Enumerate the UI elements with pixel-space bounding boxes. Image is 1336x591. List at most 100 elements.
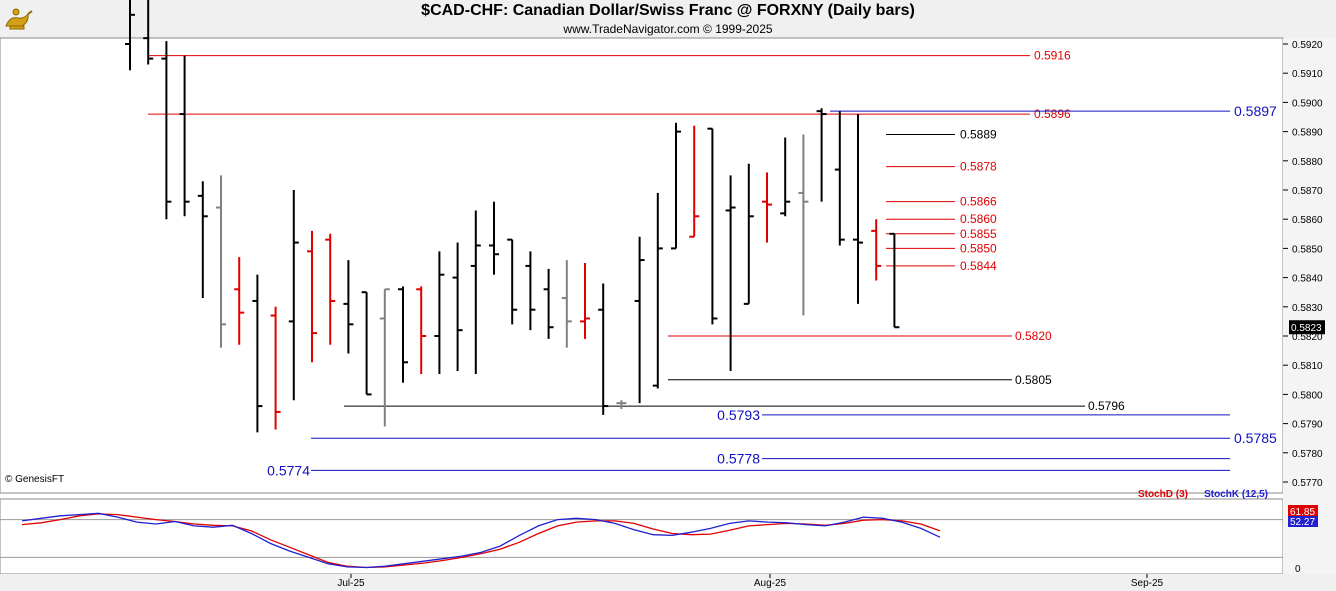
level-label: 0.5850 [960,241,997,255]
ohlc-bar [470,210,481,374]
ohlc-bar [871,219,882,281]
ohlc-bar [525,251,536,331]
credit-text: © GenesisFT [5,474,65,485]
genie-lamp-logo-icon [2,2,34,39]
level-label: 0.5897 [1234,103,1277,119]
ohlc-bar [197,181,208,299]
y-tick-label: 0.5830 [1292,303,1323,314]
y-tick-label: 0.5820 [1292,332,1323,343]
ohlc-bar [216,175,226,348]
ohlc-bar [234,257,245,345]
last-price-box [1289,320,1325,335]
ohlc-bar [689,125,700,238]
level-label: 0.5778 [717,451,760,467]
legend-stochd: StochD (3) [1138,489,1188,500]
level-label: 0.5860 [960,212,997,226]
y-tick-label: 0.5860 [1292,215,1323,226]
axis-background [1283,38,1336,574]
ohlc-bar [343,260,354,354]
ohlc-bar [762,172,772,243]
ohlc-bar [707,127,718,325]
chart-title: $CAD-CHF: Canadian Dollar/Swiss Franc @ … [421,2,915,19]
ohlc-bar [561,260,572,348]
level-label: 0.5820 [1015,329,1052,343]
stochd-value-box [1288,505,1318,517]
ohlc-bar [853,114,863,304]
ohlc-bar [379,288,390,427]
stochk-value: 52.27 [1290,517,1315,528]
ohlc-bar [743,163,754,305]
last-price-label: 0.5823 [1291,323,1322,334]
level-label: 0.5878 [960,160,997,174]
ohlc-bar [634,236,645,404]
y-tick-label: 0.5920 [1292,40,1323,51]
stoch-series-line [21,512,941,569]
ohlc-bar [798,134,809,316]
ohlc-bar [125,0,135,71]
ohlc-bar [288,190,299,401]
ohlc-bar [889,232,900,329]
y-tick-label: 0.5880 [1292,157,1323,168]
price-grid [0,37,1336,575]
y-tick-label: 0.5850 [1292,244,1323,255]
ohlc-bar [252,274,263,433]
price-plot-area [0,37,1284,494]
stochastic-plot-area [0,498,1284,575]
stochd-value: 61.85 [1290,507,1315,518]
ohlc-bar [598,283,609,415]
x-axis-background [0,574,1336,591]
ohlc-bar [834,111,845,246]
legend-stochk: StochK (12,5) [1204,489,1268,500]
chart-header [0,0,1336,38]
ohlc-bar [270,306,281,430]
ohlc-bar [652,192,663,389]
level-label: 0.5793 [717,407,760,423]
level-label: 0.5796 [1088,399,1125,413]
level-label: 0.5896 [1034,107,1071,121]
price-bars [125,0,900,433]
ohlc-bar [507,238,518,325]
ohlc-bar [616,400,627,409]
level-label: 0.5866 [960,195,997,209]
ohlc-bar [671,122,681,250]
stochk-value-box [1288,516,1318,527]
ohlc-bar [780,137,791,217]
y-tick-label: 0.5800 [1292,390,1323,401]
stoch-y-tick-label: 0 [1295,564,1301,575]
ohlc-bar [489,201,499,275]
ohlc-bar [143,0,154,65]
y-tick-label: 0.5770 [1292,478,1323,489]
y-tick-label: 0.5870 [1292,186,1323,197]
level-label: 0.5785 [1234,430,1277,446]
ohlc-bar [580,263,590,339]
y-tick-label: 0.5890 [1292,128,1323,139]
ohlc-bar [361,291,372,396]
ohlc-bar [307,230,317,363]
x-tick-label: Jul-25 [337,578,365,589]
ohlc-bar [179,55,190,217]
y-tick-label: 0.5810 [1292,361,1323,372]
chart-subtitle: www.TradeNavigator.com © 1999-2025 [563,22,773,36]
level-label: 0.5855 [960,227,997,241]
ohlc-bar [398,286,408,383]
level-label: 0.5805 [1015,373,1052,387]
level-label: 0.5916 [1034,49,1071,63]
x-tick-label: Aug-25 [754,578,787,589]
y-tick-label: 0.5840 [1292,274,1323,285]
ohlc-bar [725,175,736,372]
y-tick-label: 0.5910 [1292,69,1323,80]
ohlc-bar [325,233,336,345]
y-tick-label: 0.5900 [1292,98,1323,109]
level-label: 0.5844 [960,259,997,273]
level-lines: 0.5916 0.5896 0.5897 0.5889 0.5878 0.5866 0.58… [148,49,1277,478]
ohlc-bar [816,108,827,202]
price-axis: 0.5920 0.5910 0.5900 0.5890 0.5880 0.5870 0.58… [1283,40,1325,489]
level-label: 0.5774 [267,462,310,478]
ohlc-bar [434,251,445,374]
ohlc-bar [416,286,427,374]
date-axis: Jul-25 Aug-25 Sep-25 [0,574,1336,591]
y-tick-label: 0.5790 [1292,420,1323,431]
ohlc-bar [161,41,172,220]
